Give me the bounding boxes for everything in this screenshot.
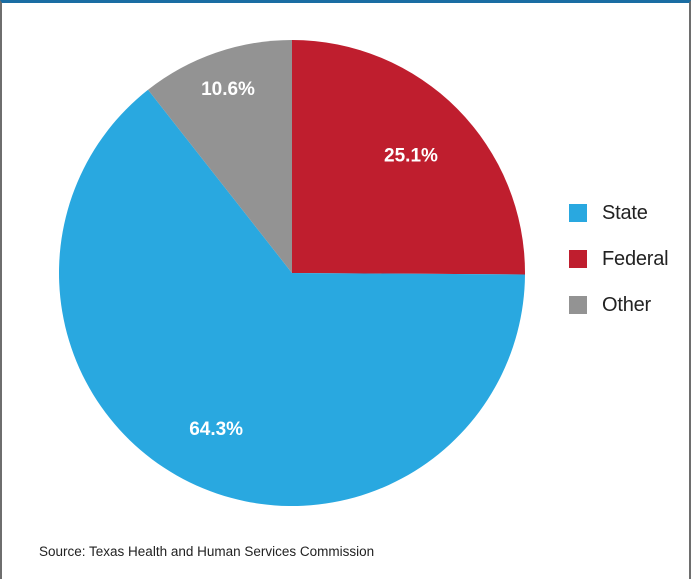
legend-label-federal: Federal xyxy=(602,247,669,270)
legend-item-federal: Federal xyxy=(569,247,669,271)
legend-swatch-federal xyxy=(569,250,587,268)
legend-label-state: State xyxy=(602,201,648,224)
pie-slice-state xyxy=(58,89,525,506)
legend-item-state: State xyxy=(569,201,668,225)
legend: State Federal Other xyxy=(569,201,669,339)
pie-label-state: 64.3% xyxy=(189,419,243,440)
pie-label-other: 10.6% xyxy=(201,79,255,100)
legend-item-other: Other xyxy=(569,293,668,317)
pie-slice-federal xyxy=(292,40,525,275)
source-note: Source: Texas Health and Human Services … xyxy=(39,544,375,559)
legend-label-other: Other xyxy=(602,293,652,316)
pie-label-federal: 25.1% xyxy=(384,146,438,167)
pie-slice-other xyxy=(148,40,292,273)
pie-chart: 25.1% 64.3% 10.6% xyxy=(58,40,525,506)
legend-swatch-state xyxy=(569,204,587,222)
legend-swatch-other xyxy=(569,296,587,314)
